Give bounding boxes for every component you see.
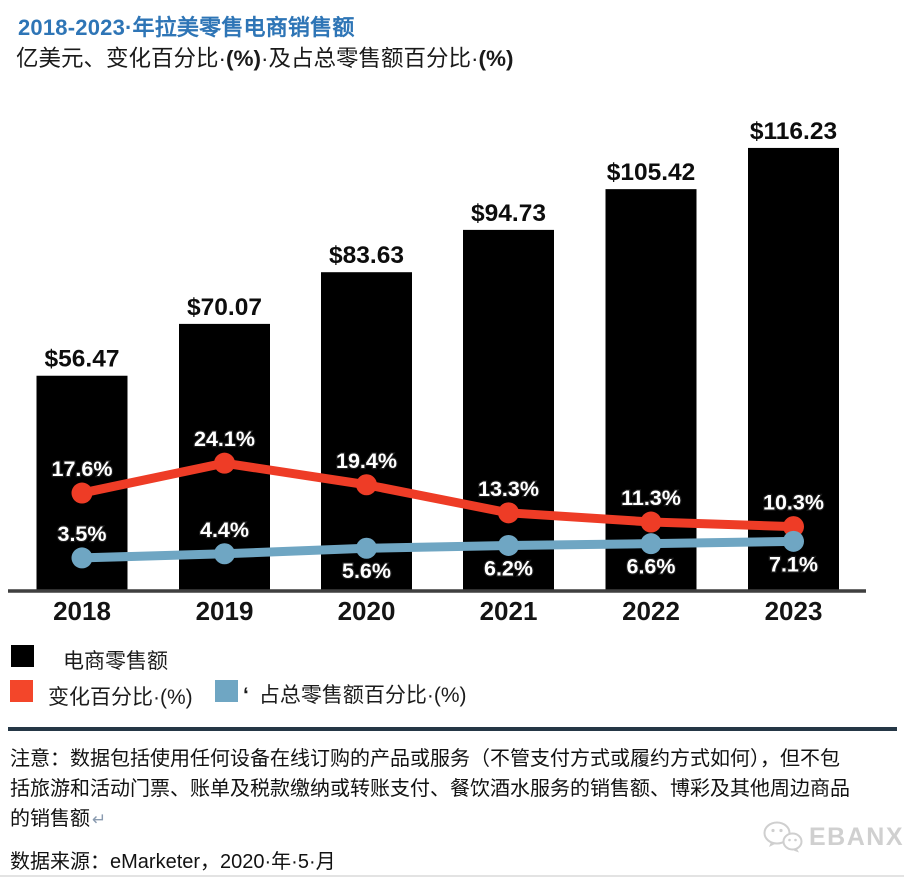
line-dot [498, 534, 519, 556]
x-axis-tick-label: 2020 [338, 596, 396, 626]
line-series-0 [77, 458, 798, 532]
paragraph-return-mark: ↵ [92, 810, 107, 829]
percent-label: 3.5% [57, 522, 106, 546]
x-axis-tick-label: 2019 [196, 596, 254, 626]
line-dot [214, 543, 235, 565]
page-subtitle: 亿美元、变化百分比·(%)·及占总零售额百分比·(%) [16, 41, 514, 73]
percent-label: 19.4% [336, 449, 397, 473]
legend-label-share-pct-text: 占总零售额百分比·(%) [258, 684, 467, 707]
line-dot [214, 452, 235, 474]
bar-value-label: $116.23 [750, 118, 837, 145]
bar-value-label: $56.47 [45, 346, 120, 373]
wechat-bubbles-icon [763, 821, 803, 853]
footnote-line: 注意：数据包括使用任何设备在线订购的产品或服务（不管支付方式或履约方式如何），但… [10, 748, 840, 770]
percent-label: 6.6% [626, 555, 675, 579]
subtitle-part: ·及占总零售额百分比· [261, 46, 479, 71]
section-divider [8, 727, 897, 731]
percent-label: 17.6% [52, 457, 113, 481]
legend-swatch-share-pct [215, 680, 238, 702]
legend-swatch-change-pct [10, 680, 33, 702]
footnote-line: 括旅游和活动门票、账单及税款缴纳或转账支付、餐饮酒水服务的销售额、博彩及其他周边… [10, 778, 850, 800]
legend-label-bars: 电商零售额 [63, 650, 168, 673]
subtitle-part: (%) [226, 46, 261, 71]
page-title: 2018-2023·年拉美零售电商销售额 [18, 15, 355, 40]
stray-quote-mark: ‘ [243, 684, 249, 707]
x-axis-tick-label: 2021 [480, 596, 538, 626]
line-dot [356, 537, 377, 559]
bar-value-label: $105.42 [607, 159, 696, 186]
footnote-line: 的销售额 ↵ [10, 804, 900, 835]
bar-value-label: $70.07 [187, 294, 262, 321]
percent-label: 4.4% [200, 518, 249, 542]
x-axis-tick-label: 2022 [622, 596, 680, 626]
legend-label-change-pct: 变化百分比·(%) [48, 686, 193, 709]
line-dot [783, 516, 804, 538]
legend-swatch-bars [11, 645, 34, 667]
line-dot [783, 530, 804, 552]
percent-label: 24.1% [194, 427, 255, 451]
brand-watermark: EBANX [763, 820, 904, 854]
percent-label: 10.3% [763, 491, 824, 515]
line-dot [71, 547, 93, 569]
brand-watermark-text: EBANX [809, 822, 904, 851]
data-source: 数据来源：eMarketer，2020·年·5·月 [10, 851, 336, 873]
percent-label: 13.3% [478, 477, 539, 501]
footnote-line-text: 的销售额 [10, 808, 90, 830]
line-dot [640, 533, 662, 555]
percent-label: 5.6% [342, 559, 391, 583]
percent-label: 6.2% [484, 556, 533, 580]
line-series-1 [77, 536, 798, 563]
bar-value-label: $83.63 [329, 242, 404, 269]
line-dot [356, 474, 377, 496]
legend-label-share-pct: ‘ 占总零售额百分比·(%) [243, 679, 467, 709]
subtitle-part: (%) [478, 46, 514, 71]
line-dot [498, 502, 519, 524]
footnote: 注意：数据包括使用任何设备在线订购的产品或服务（不管支付方式或履约方式如何），但… [10, 744, 900, 835]
percent-label: 11.3% [621, 486, 681, 510]
percent-label: 7.1% [769, 552, 818, 576]
subtitle-part: 亿美元、变化百分比· [16, 46, 226, 71]
x-axis-tick-label: 2018 [53, 596, 111, 626]
combo-bar-line-chart: $56.47 $70.07 $83.63 $94.73 $105.42 $116.23 17… [8, 118, 866, 626]
x-axis-tick-label: 2023 [765, 596, 823, 626]
bar-2021 [463, 229, 554, 592]
line-dot [640, 511, 662, 533]
line-dot [71, 482, 93, 504]
bar-value-label: $94.73 [471, 200, 546, 227]
